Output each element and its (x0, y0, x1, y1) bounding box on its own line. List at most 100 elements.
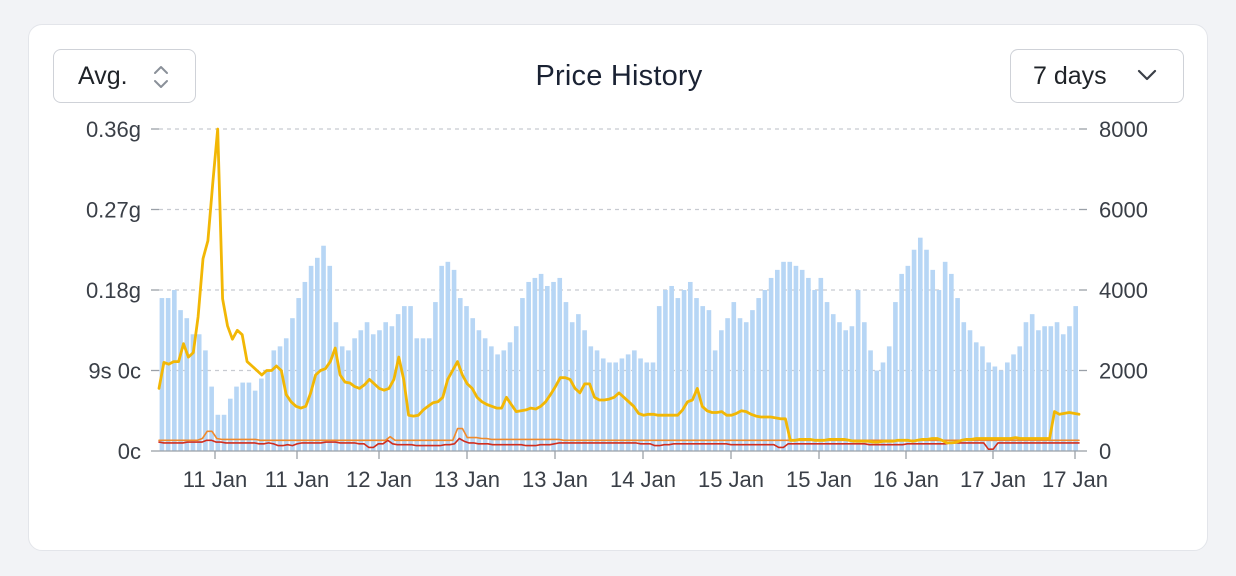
volume-bar (880, 362, 886, 451)
volume-bar (389, 326, 395, 451)
volume-bar (439, 265, 444, 451)
volume-bar (464, 306, 469, 451)
volume-bar (513, 326, 519, 451)
volume-bar (302, 281, 308, 451)
volume-bar (905, 265, 911, 451)
volume-bar (1067, 326, 1072, 451)
price-history-card: Avg. Price History 7 days 0c 9s 0c 0.18g 0.… (28, 24, 1208, 551)
volume-bar (545, 285, 550, 451)
volume-bar (806, 277, 811, 451)
volume-bar (395, 314, 401, 451)
volume-bar (1011, 354, 1016, 451)
volume-bar (899, 273, 904, 451)
volume-bar (843, 330, 848, 451)
volume-bar (644, 362, 650, 451)
volume-bar (507, 342, 513, 451)
volume-bar (557, 277, 563, 451)
volume-bar (893, 302, 898, 451)
volume-bars (159, 237, 1078, 451)
volume-bar (1054, 322, 1060, 451)
volume-bar (638, 358, 643, 451)
volume-bar (277, 346, 283, 451)
volume-bar (420, 338, 426, 451)
price-line (157, 127, 1081, 445)
volume-bar (265, 370, 270, 451)
volume-bar (936, 290, 942, 451)
volume-bar (520, 298, 525, 451)
volume-bar (725, 318, 730, 451)
volume-bar (346, 350, 351, 451)
volume-bar (358, 330, 364, 451)
y-right-tick-label: 6000 (1099, 198, 1148, 223)
volume-bar (862, 322, 867, 451)
volume-bar (227, 398, 233, 451)
chevron-up-down-icon (154, 66, 168, 88)
volume-bar (576, 314, 581, 451)
volume-bar (812, 290, 817, 451)
volume-bar (203, 350, 208, 451)
volume-bar (209, 386, 214, 451)
y-left-tick-label: 9s 0c (88, 359, 141, 384)
volume-bar (482, 338, 488, 451)
range-select-label: 7 days (1033, 61, 1107, 90)
volume-bar (1073, 306, 1078, 451)
volume-bar (855, 290, 861, 451)
volume-bar (687, 281, 693, 451)
volume-bar (675, 298, 681, 451)
volume-bar (681, 290, 687, 451)
volume-bar (246, 382, 252, 451)
volume-bar (980, 346, 985, 451)
volume-bar (917, 237, 923, 451)
y-right-tick-label: 4000 (1099, 278, 1148, 303)
volume-bar (364, 322, 370, 451)
volume-bar (613, 362, 618, 451)
volume-bar (271, 350, 277, 451)
volume-bar (190, 334, 196, 451)
volume-bar (327, 265, 333, 451)
volume-bar (433, 302, 438, 451)
volume-bar (252, 390, 258, 451)
volume-bar (476, 330, 482, 451)
volume-bar (259, 378, 264, 451)
volume-bar (1017, 346, 1023, 451)
volume-bar (1048, 326, 1054, 451)
range-select[interactable]: 7 days (1010, 49, 1184, 103)
volume-bar (1023, 322, 1029, 451)
volume-bar (178, 310, 183, 451)
volume-bar (221, 414, 227, 451)
x-tick-label: 15 Jan (786, 467, 852, 492)
volume-bar (743, 322, 749, 451)
volume-bar (669, 285, 674, 451)
floor-price-line (158, 437, 1080, 450)
volume-bar (955, 298, 960, 451)
volume-bar (619, 358, 625, 451)
volume-bar (426, 338, 432, 451)
volume-bar (868, 350, 873, 451)
volume-bar (370, 334, 376, 451)
volume-bar (290, 318, 295, 451)
aggregation-select-label: Avg. (78, 61, 128, 90)
volume-bar (551, 281, 556, 451)
x-tick-label: 14 Jan (610, 467, 676, 492)
x-tick-label: 11 Jan (265, 467, 329, 492)
volume-bar (986, 362, 991, 451)
volume-bar (656, 306, 662, 451)
volume-bar (992, 366, 998, 451)
volume-bar (383, 322, 388, 451)
volume-bar (1029, 314, 1035, 451)
volume-bar (321, 245, 326, 451)
volume-bar (930, 269, 936, 451)
volume-bar (924, 249, 929, 451)
volume-bar (315, 257, 320, 451)
aggregation-select[interactable]: Avg. (53, 49, 196, 103)
x-tick-label: 11 Jan (183, 467, 247, 492)
volume-bar (1060, 334, 1066, 451)
volume-bar (768, 277, 774, 451)
volume-bar (750, 310, 755, 451)
volume-bar (706, 310, 712, 451)
volume-bar (700, 306, 706, 451)
y-left-tick-label: 0.27g (86, 198, 141, 223)
volume-bar (1005, 362, 1010, 451)
volume-bar (526, 281, 531, 451)
y-right-tick-label: 0 (1099, 439, 1111, 464)
